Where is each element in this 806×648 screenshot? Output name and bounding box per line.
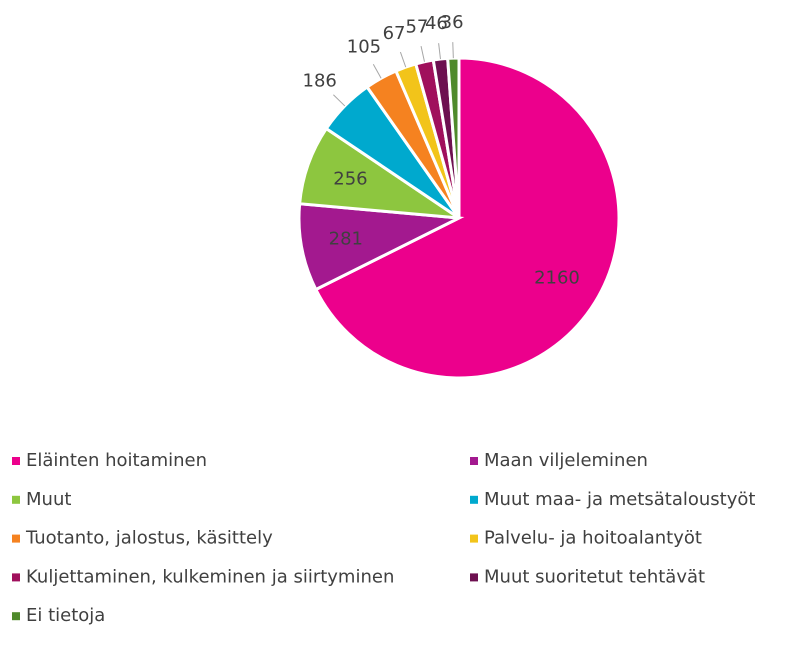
legend-label: Kuljettaminen, kulkeminen ja siirtyminen: [26, 566, 394, 587]
pie-slice: [446, 56, 461, 219]
legend-marker: [12, 495, 20, 504]
data-label: 186: [303, 70, 337, 91]
legend-label: Eläinten hoitaminen: [26, 450, 207, 471]
data-label: 67: [383, 23, 406, 44]
pie-slice: [313, 56, 621, 380]
legend-label: Palvelu- ja hoitoalantyöt: [484, 528, 702, 549]
leader-line: [438, 43, 441, 60]
legend-label: Ei tietoja: [26, 605, 105, 626]
legend-label: Muut maa- ja metsätaloustyöt: [484, 489, 755, 510]
legend-marker: [12, 534, 20, 543]
legend-marker: [12, 612, 20, 621]
legend-label: Muut: [26, 489, 71, 510]
leader-line: [372, 64, 382, 79]
legend-marker: [470, 534, 478, 543]
legend-label: Muut suoritetut tehtävät: [484, 566, 705, 587]
leader-line: [333, 94, 346, 107]
legend-marker: [470, 573, 478, 582]
data-label: 105: [347, 36, 381, 57]
data-label: 46: [425, 13, 448, 34]
legend-marker: [12, 457, 20, 465]
legend-marker: [470, 457, 478, 465]
leader-line: [420, 46, 425, 62]
data-label: 57: [405, 16, 428, 37]
data-label: 256: [333, 168, 367, 189]
data-label: 281: [329, 228, 363, 249]
data-label: 36: [441, 12, 464, 33]
legend-label: Maan viljeleminen: [484, 450, 648, 471]
data-label: 2160: [534, 268, 580, 289]
legend-label: Tuotanto, jalostus, käsittely: [25, 528, 273, 549]
leader-line: [452, 42, 454, 59]
pie-slice: [297, 202, 465, 292]
leader-line: [399, 51, 407, 68]
legend-marker: [470, 495, 478, 504]
legend-marker: [12, 573, 20, 582]
